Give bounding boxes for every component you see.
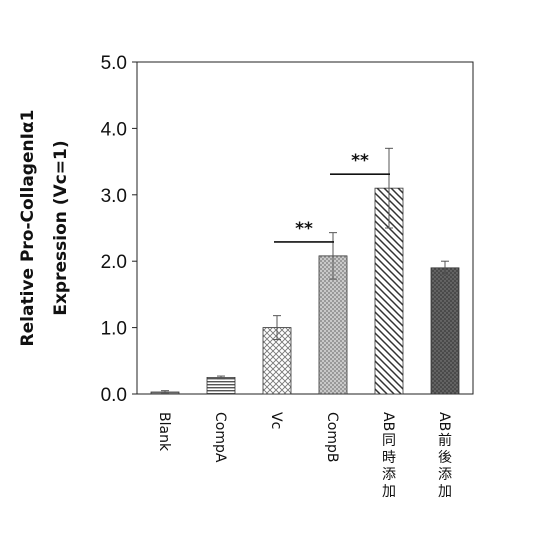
x-tick-label-text: CompB — [324, 412, 340, 462]
x-tick-label-text: Vc — [268, 412, 284, 429]
x-tick-label-char: 加 — [382, 484, 396, 500]
y-tick-label: 3.0 — [101, 186, 127, 207]
significance-label: ** — [295, 219, 313, 239]
bar — [206, 376, 236, 395]
x-tick-label-text: AB — [436, 412, 452, 431]
y-axis-title-line1: Relative Pro-CollagenIα1 — [18, 110, 38, 347]
plot-frame — [136, 61, 474, 395]
x-tick-label: CompB — [324, 412, 340, 462]
x-tick-label-char: 時 — [382, 450, 396, 466]
x-tick-label-text: Blank — [156, 412, 172, 452]
y-axis: 0.0 1.0 2.0 3.0 4.0 5.0 — [101, 53, 137, 406]
x-tick-label-text: CompA — [212, 412, 228, 463]
x-tick-label-char: 添 — [382, 467, 396, 483]
x-tick-label: CompA — [212, 412, 228, 463]
significance-markers: ** ** — [274, 151, 390, 243]
error-bars — [161, 147, 449, 394]
significance-label: ** — [351, 151, 369, 171]
x-tick-label-char: 前 — [438, 432, 452, 449]
x-tick-label-text: AB — [380, 412, 396, 431]
y-tick-label: 1.0 — [101, 319, 127, 340]
y-tick-label: 2.0 — [101, 252, 127, 273]
x-tick-label-char: 後 — [438, 450, 452, 466]
x-tick-label-char: 添 — [438, 467, 452, 483]
y-tick-label: 4.0 — [101, 119, 127, 140]
bar — [430, 267, 460, 395]
x-tick-label-char: 同 — [382, 433, 396, 449]
x-tick-label: Blank — [156, 412, 172, 452]
x-tick-label: Vc — [268, 412, 284, 429]
x-tick-label-char: 加 — [438, 484, 452, 500]
y-tick-label: 0.0 — [101, 385, 127, 406]
y-axis-title-line2: Expression (Vc=1) — [51, 140, 71, 315]
y-tick-label: 5.0 — [101, 53, 127, 74]
